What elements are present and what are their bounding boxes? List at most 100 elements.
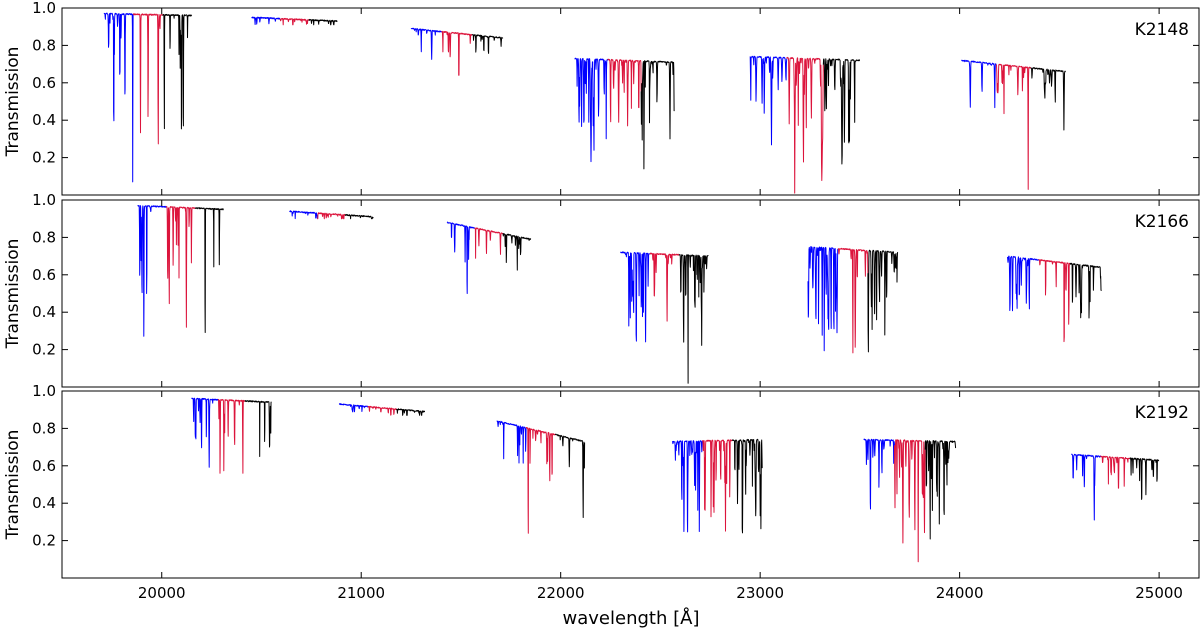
spectrum-line-blue — [671, 440, 703, 533]
spectrum-line-black — [1069, 262, 1102, 319]
y-tick-label: 0.8 — [32, 228, 56, 246]
spectrum-line-blue — [191, 397, 219, 468]
y-tick-label: 0.2 — [32, 341, 56, 359]
y-tick-label: 1.0 — [32, 382, 56, 400]
x-axis-label: wavelength [Å] — [563, 607, 700, 629]
spectrum-line-blue — [338, 403, 369, 413]
spectral-segment-4 — [620, 251, 709, 384]
y-tick-label: 0.8 — [32, 419, 56, 437]
spectrum-line-blue — [574, 57, 609, 163]
spectrum-line-blue — [749, 55, 788, 146]
spectrum-line-red — [165, 205, 196, 328]
spectrum-line-red — [441, 30, 473, 76]
spectrum-line-red — [837, 247, 869, 354]
spectrum-line-blue — [410, 27, 443, 60]
panel-frame — [61, 390, 1200, 579]
spectrum-line-black — [502, 233, 532, 271]
panel-frame — [61, 199, 1200, 388]
spectral-segment-2 — [289, 210, 374, 220]
spectral-segment-4 — [574, 57, 675, 170]
spectrum-line-blue — [863, 438, 895, 510]
spectrum-line-black — [554, 433, 586, 518]
spectrum-line-red — [786, 56, 824, 194]
spectrum-line-black — [1030, 67, 1066, 131]
spectrum-line-red — [279, 17, 310, 26]
panel-k2148: 0.2 0.4 0.6 0.8 1.0 Transmission K2148 — [3, 0, 1200, 196]
spectrum-line-black — [924, 440, 957, 540]
spectrum-line-red — [317, 212, 346, 220]
x-tick-label: 21000 — [337, 584, 385, 602]
spectral-segment-3 — [446, 221, 532, 294]
spectral-segment-5 — [807, 246, 899, 354]
y-tick-label: 0.2 — [32, 532, 56, 550]
spectral-segment-6 — [1007, 255, 1102, 343]
spectrum-line-red — [367, 405, 397, 416]
spectral-segment-2 — [251, 16, 338, 26]
spectrum-line-black — [308, 18, 338, 26]
y-tick-label: 0.4 — [32, 494, 56, 512]
spectral-segment-3 — [496, 420, 586, 534]
spectrum-line-blue — [137, 205, 167, 337]
y-tick-label: 0.4 — [32, 303, 56, 321]
panel-k2166: 0.2 0.4 0.6 0.8 1.0 Transmission K2166 — [3, 191, 1200, 388]
spectrum-line-red — [995, 63, 1032, 190]
spectrum-line-red — [1038, 259, 1071, 343]
spectrum-line-blue — [289, 210, 318, 220]
spectrum-line-black — [162, 13, 193, 130]
spectrum-line-black — [344, 214, 374, 220]
y-tick-label: 0.6 — [32, 74, 56, 92]
spectrum-line-blue — [807, 246, 839, 352]
spectrum-line-red — [649, 252, 680, 322]
spectral-segment-3 — [410, 27, 504, 76]
y-tick-label: 0.8 — [32, 36, 56, 54]
x-tick-label: 25000 — [1135, 584, 1183, 602]
y-tick-label: 0.6 — [32, 457, 56, 475]
spectrum-line-black — [244, 400, 272, 457]
spectral-segment-1 — [137, 205, 224, 337]
y-tick-label: 0.2 — [32, 149, 56, 167]
spectral-segment-4 — [671, 438, 763, 534]
panel-label: K2148 — [1135, 20, 1189, 40]
spectral-segment-2 — [338, 403, 426, 416]
spectrum-line-black — [1129, 457, 1160, 500]
panel-frame — [61, 7, 1200, 196]
spectrum-line-black — [731, 438, 763, 534]
panel-k2192: 0.2 0.4 0.6 0.8 1.0 Transmission K2192 — [3, 382, 1200, 579]
spectrum-line-red — [474, 227, 504, 259]
y-axis-label: Transmission — [3, 430, 23, 541]
y-axis-label: Transmission — [3, 47, 23, 158]
y-tick-label: 1.0 — [32, 191, 56, 209]
x-tick-label: 20000 — [138, 584, 186, 602]
spectrum-line-black — [471, 34, 504, 54]
spectrum-line-black — [867, 249, 899, 353]
spectrum-line-red — [607, 58, 642, 127]
spectrum-line-black — [678, 254, 709, 384]
x-tick-label: 24000 — [936, 584, 984, 602]
spectrum-line-blue — [496, 420, 527, 464]
spectrum-line-blue — [446, 221, 476, 294]
x-tick-label: 22000 — [537, 584, 585, 602]
spectrum-line-red — [1100, 455, 1131, 489]
panel-label: K2166 — [1135, 212, 1189, 232]
spectrum-line-black — [822, 58, 861, 165]
spectrum-line-blue — [961, 59, 997, 109]
spectral-segment-1 — [191, 397, 272, 474]
spectrum-line-black — [194, 207, 224, 333]
spectrum-line-black — [640, 60, 675, 170]
spectrum-line-red — [525, 427, 556, 534]
spectrum-line-red — [217, 399, 246, 474]
spectrum-line-red — [132, 13, 163, 145]
spectrum-line-black — [396, 408, 426, 416]
spectrum-line-blue — [103, 12, 134, 183]
spectrum-line-red — [702, 439, 733, 532]
spectrum-line-blue — [1007, 255, 1039, 312]
y-tick-label: 1.0 — [32, 0, 56, 17]
x-axis-tick-labels: 20000 21000 22000 23000 24000 25000 — [138, 584, 1183, 602]
x-tick-label: 23000 — [736, 584, 784, 602]
spectral-segment-6 — [961, 59, 1066, 190]
spectrum-line-blue — [620, 251, 651, 343]
spectral-segment-5 — [863, 438, 957, 563]
spectral-segment-6 — [1071, 453, 1160, 521]
y-axis-label: Transmission — [3, 239, 23, 350]
